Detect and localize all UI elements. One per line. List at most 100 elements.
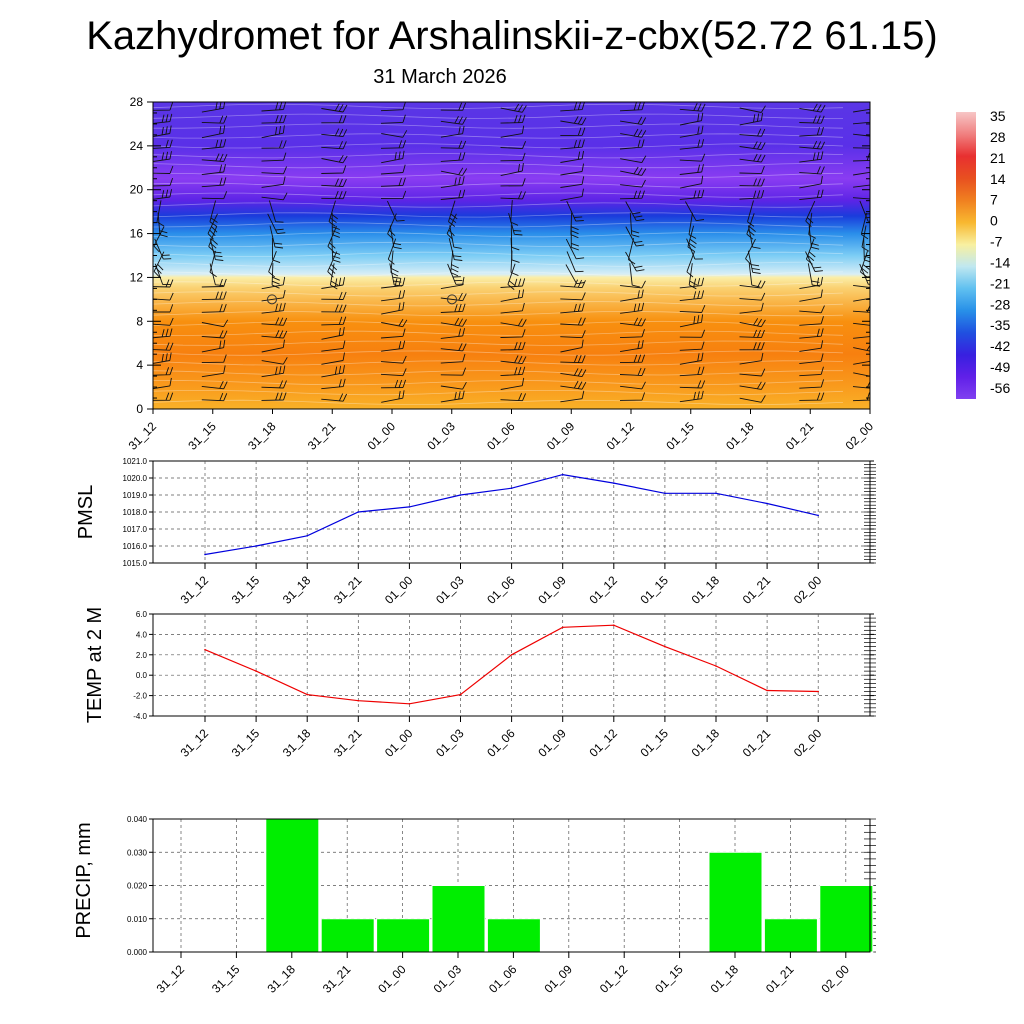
wind-barb — [560, 303, 585, 314]
wind-barb — [619, 139, 645, 150]
x-tick-label: 02_00 — [843, 419, 877, 453]
precip-bar — [763, 918, 818, 953]
wind-barb — [679, 352, 704, 365]
wind-barb — [448, 200, 458, 227]
x-tick-label: 01_15 — [663, 419, 697, 453]
wind-barb — [321, 128, 348, 138]
y-tick-label: 28 — [130, 95, 144, 109]
contour-line — [153, 192, 844, 198]
x-tick-label: 01_21 — [740, 726, 774, 760]
wind-barb — [560, 380, 587, 390]
x-tick-label: 01_09 — [535, 573, 569, 607]
colorbar-label: 0 — [990, 213, 998, 229]
wind-barb — [619, 367, 646, 376]
wind-barb — [261, 317, 288, 326]
wind-barb — [852, 152, 870, 162]
wind-barb — [381, 301, 405, 315]
wind-barb — [389, 263, 403, 287]
wind-barb — [566, 200, 584, 222]
wind-barb — [440, 140, 467, 149]
wind-barb — [321, 365, 345, 378]
wind-barb — [560, 163, 585, 176]
wind-barb — [739, 165, 765, 175]
y-axis-label: PRECIP, mm — [73, 822, 95, 938]
wind-barb — [153, 279, 174, 288]
wind-barb — [619, 329, 645, 339]
data-point — [561, 626, 564, 629]
wind-barb — [679, 380, 706, 389]
colorbar-label: 7 — [990, 192, 998, 208]
wind-barb — [261, 380, 287, 389]
precip-bar — [819, 885, 874, 953]
wind-barb — [679, 314, 704, 328]
contour-line — [153, 330, 844, 336]
wind-barb — [566, 251, 584, 273]
x-tick-label: 31_18 — [280, 573, 314, 607]
wind-barb — [440, 292, 467, 302]
wind-barb — [739, 395, 766, 403]
wind-barb — [620, 280, 646, 289]
colorbar-label: 21 — [990, 150, 1006, 166]
wind-barb — [201, 354, 227, 364]
wind-barb — [153, 377, 172, 390]
wind-barb — [440, 328, 466, 339]
wind-barb — [321, 378, 346, 390]
x-tick-label: 01_06 — [484, 573, 518, 607]
wind-barb — [688, 263, 698, 290]
wind-barb — [201, 380, 228, 390]
wind-barb — [201, 365, 226, 378]
wind-barb — [201, 303, 227, 313]
x-tick-label: 01_12 — [586, 573, 620, 607]
wind-barb — [321, 277, 346, 289]
colorbar: 35 28 21 14 7 0 -7 -14 -21 -28 -35 -42 -49 -56 — [956, 108, 1010, 399]
wind-barbs — [153, 102, 870, 403]
wind-barb — [748, 263, 760, 288]
wind-barb — [153, 251, 165, 278]
contour-line — [153, 399, 844, 406]
wind-barb — [560, 317, 586, 326]
wind-barb — [620, 155, 647, 164]
colorbar-label: -7 — [990, 234, 1003, 250]
data-point — [613, 624, 615, 627]
wind-barb — [440, 353, 466, 364]
x-tick-label: 01_00 — [365, 419, 399, 453]
x-tick-label: 01_03 — [424, 419, 458, 453]
wind-barb — [507, 263, 516, 290]
wind-barb — [808, 212, 817, 239]
contour-line — [153, 389, 844, 396]
wind-barb — [440, 381, 467, 390]
wind-barb — [565, 264, 585, 285]
wind-barb — [852, 197, 870, 200]
y-tick-label: 4.0 — [136, 630, 148, 639]
data-point — [766, 689, 768, 692]
wind-barb — [679, 189, 705, 200]
wind-barb — [153, 392, 174, 401]
x-tick-label: 01_06 — [484, 726, 518, 760]
wind-barb — [560, 176, 585, 188]
contour-line — [153, 261, 844, 267]
data-point — [510, 487, 513, 490]
y-tick-label: 20 — [130, 183, 144, 197]
wind-barb — [387, 238, 397, 265]
wind-barb — [852, 304, 870, 313]
wind-barb — [620, 302, 645, 314]
wind-barb — [620, 340, 644, 353]
wind-barb — [570, 212, 579, 239]
x-tick-label: 31_21 — [331, 573, 365, 607]
wind-barb — [799, 392, 825, 401]
wind-barb — [209, 200, 218, 227]
x-tick-label: 01_21 — [783, 419, 817, 453]
chart-subtitle: 31 March 2026 — [373, 66, 507, 88]
contour-line — [153, 281, 844, 287]
data-point — [664, 645, 666, 648]
wind-barb — [440, 367, 467, 376]
colorbar-label: -28 — [990, 296, 1010, 312]
wind-barb — [386, 200, 405, 222]
precip-bar — [486, 918, 541, 953]
x-tick-label: 01_12 — [586, 726, 620, 760]
wind-barb — [853, 297, 870, 302]
wind-barb — [440, 189, 466, 200]
contour-line — [153, 153, 844, 159]
wind-barb — [799, 366, 824, 377]
